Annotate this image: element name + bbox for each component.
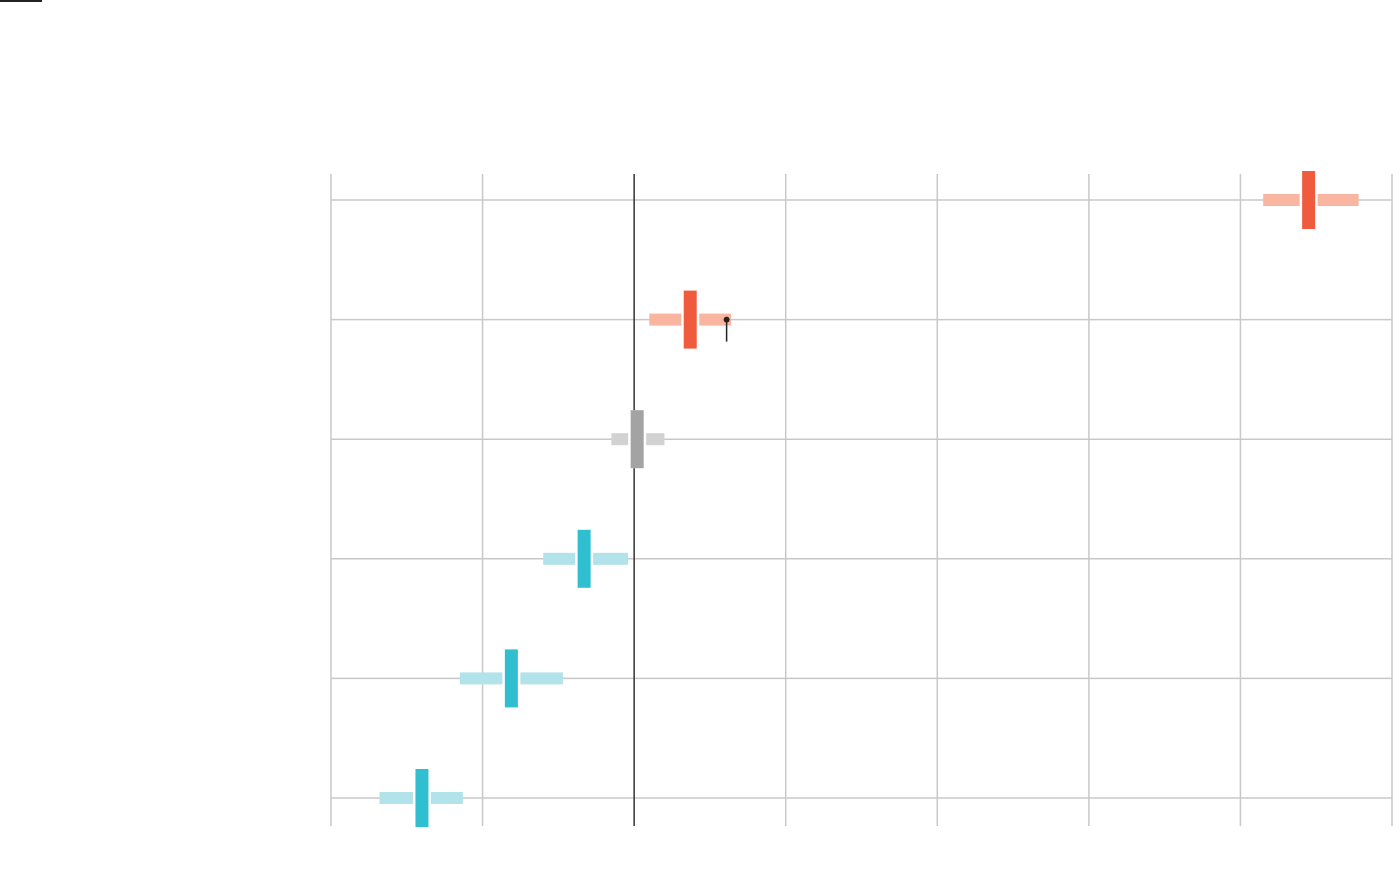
point-estimate xyxy=(577,529,591,588)
point-estimate xyxy=(1302,171,1316,229)
annotation-dot xyxy=(723,316,730,323)
point-estimate xyxy=(504,649,518,708)
point-estimate xyxy=(683,290,697,349)
point-estimate xyxy=(415,769,429,827)
top-rule xyxy=(0,0,42,2)
point-estimate xyxy=(630,410,644,469)
